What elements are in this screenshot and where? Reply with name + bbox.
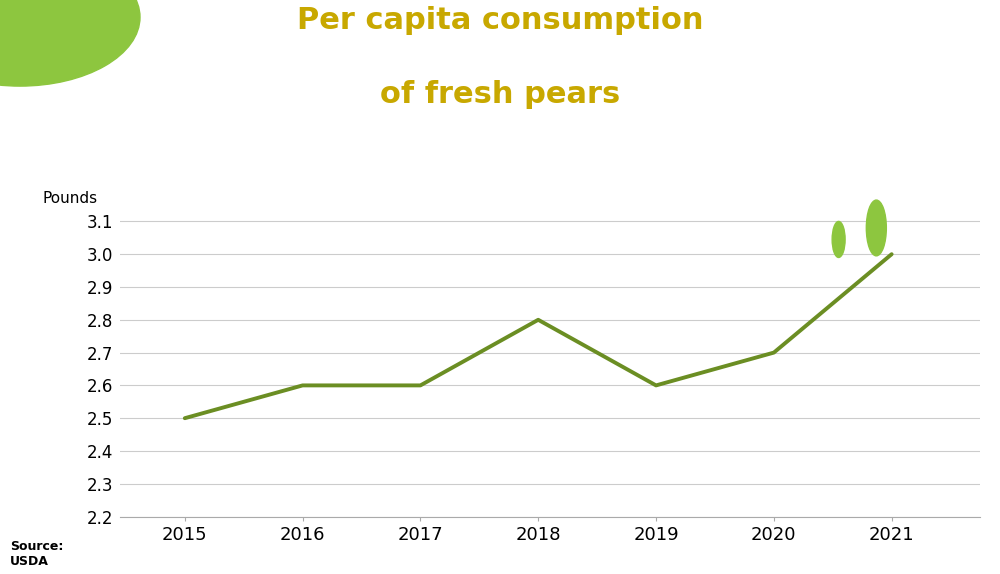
Text: Per capita consumption: Per capita consumption bbox=[297, 6, 703, 35]
Text: Source:
USDA: Source: USDA bbox=[10, 540, 63, 568]
Text: Pounds: Pounds bbox=[43, 191, 98, 206]
Circle shape bbox=[832, 222, 845, 258]
Text: of fresh pears: of fresh pears bbox=[380, 80, 620, 110]
Circle shape bbox=[866, 200, 886, 256]
